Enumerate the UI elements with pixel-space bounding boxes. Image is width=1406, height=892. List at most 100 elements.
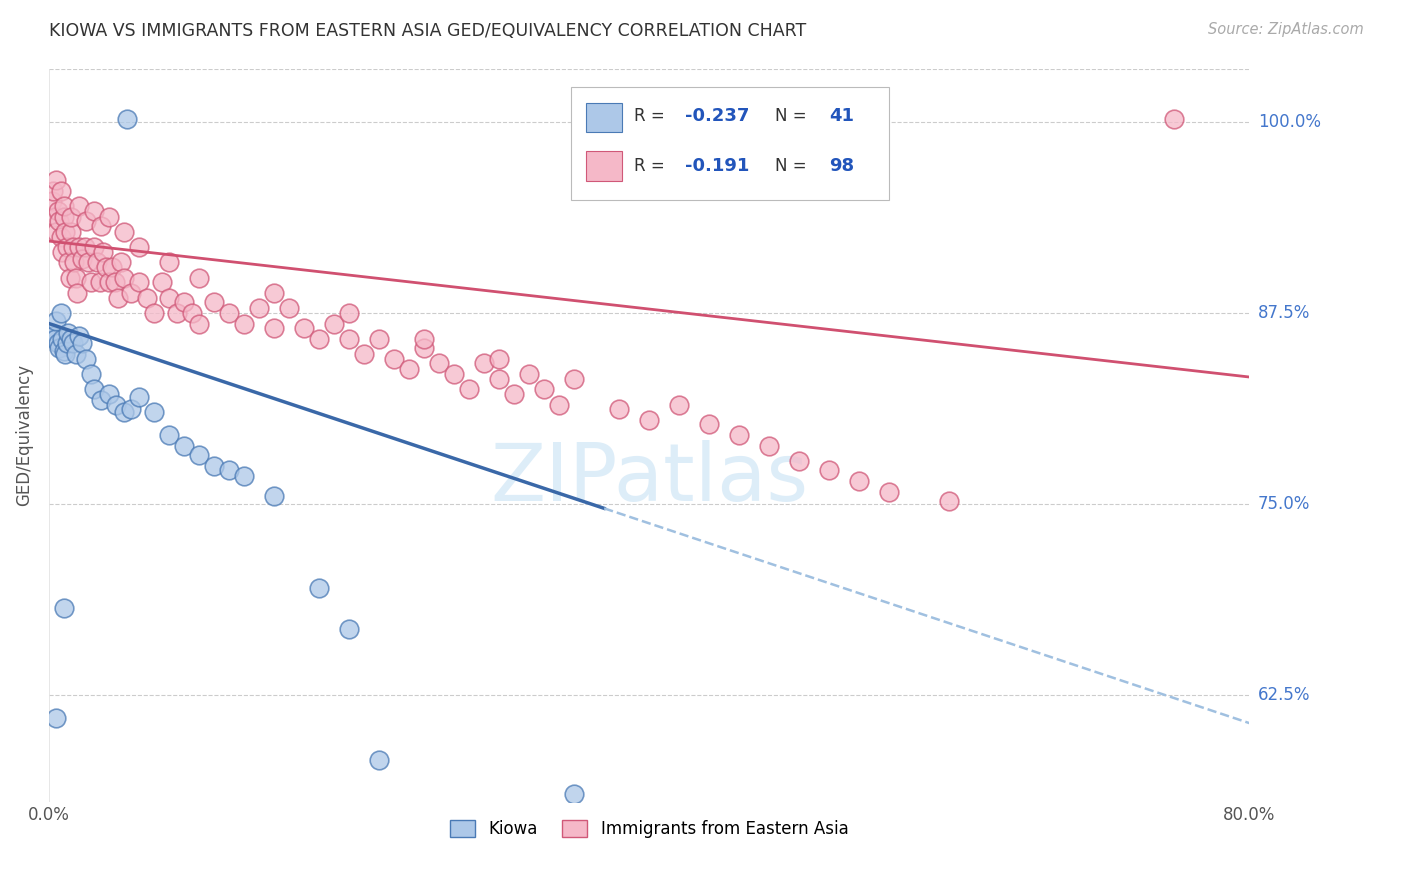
Point bbox=[51, 244, 73, 259]
Point bbox=[86, 255, 108, 269]
Text: Source: ZipAtlas.com: Source: ZipAtlas.com bbox=[1208, 22, 1364, 37]
Point bbox=[46, 336, 69, 351]
Point bbox=[308, 581, 330, 595]
Point bbox=[247, 301, 270, 316]
Point bbox=[787, 454, 810, 468]
Point bbox=[77, 255, 100, 269]
Point bbox=[458, 382, 481, 396]
Text: N =: N = bbox=[775, 107, 813, 125]
Point bbox=[427, 356, 450, 370]
Point bbox=[638, 413, 661, 427]
Point bbox=[76, 214, 98, 228]
Point bbox=[42, 328, 65, 343]
Point bbox=[562, 787, 585, 801]
Point bbox=[728, 428, 751, 442]
Point bbox=[143, 405, 166, 419]
Text: 75.0%: 75.0% bbox=[1258, 495, 1310, 513]
Point bbox=[368, 753, 391, 767]
Point bbox=[121, 402, 143, 417]
Point bbox=[48, 214, 70, 228]
Point bbox=[398, 362, 420, 376]
Point bbox=[98, 386, 121, 401]
Point bbox=[91, 244, 114, 259]
Point bbox=[53, 199, 76, 213]
Point bbox=[188, 270, 211, 285]
Point bbox=[49, 229, 72, 244]
Point bbox=[67, 240, 90, 254]
Point bbox=[41, 194, 63, 209]
Text: R =: R = bbox=[634, 107, 669, 125]
Point bbox=[112, 270, 135, 285]
Point bbox=[60, 225, 83, 239]
Point bbox=[121, 285, 143, 300]
Point bbox=[180, 306, 202, 320]
Point bbox=[368, 332, 391, 346]
Point bbox=[89, 276, 111, 290]
Text: 62.5%: 62.5% bbox=[1258, 686, 1310, 704]
Point bbox=[110, 255, 132, 269]
Point bbox=[128, 276, 150, 290]
Point bbox=[58, 326, 80, 340]
Point bbox=[44, 210, 66, 224]
Bar bbox=[585, 103, 621, 132]
Point bbox=[308, 332, 330, 346]
Point bbox=[83, 240, 105, 254]
Point bbox=[98, 210, 121, 224]
Point bbox=[48, 341, 70, 355]
Point bbox=[83, 203, 105, 218]
Point bbox=[59, 270, 82, 285]
Point bbox=[157, 291, 180, 305]
Point bbox=[66, 285, 89, 300]
Point bbox=[188, 317, 211, 331]
Point bbox=[128, 390, 150, 404]
Point bbox=[697, 417, 720, 432]
Point bbox=[607, 402, 630, 417]
Point bbox=[233, 317, 256, 331]
Point bbox=[202, 295, 225, 310]
Point bbox=[173, 295, 195, 310]
Text: 98: 98 bbox=[830, 157, 855, 175]
Point bbox=[62, 240, 84, 254]
Point bbox=[758, 439, 780, 453]
Point bbox=[53, 600, 76, 615]
Point bbox=[382, 351, 405, 366]
Point bbox=[98, 276, 121, 290]
Text: ZIPatlas: ZIPatlas bbox=[491, 440, 808, 518]
Point bbox=[80, 276, 103, 290]
Point bbox=[107, 291, 129, 305]
Point bbox=[337, 332, 360, 346]
Point bbox=[67, 199, 90, 213]
Point bbox=[173, 439, 195, 453]
Point bbox=[488, 371, 510, 385]
Point bbox=[533, 382, 555, 396]
Point bbox=[353, 347, 375, 361]
Point bbox=[45, 313, 67, 327]
Point bbox=[55, 225, 77, 239]
Point bbox=[55, 347, 77, 361]
Point bbox=[337, 306, 360, 320]
Y-axis label: GED/Equivalency: GED/Equivalency bbox=[15, 364, 32, 506]
Point bbox=[263, 321, 285, 335]
Point bbox=[143, 306, 166, 320]
Point bbox=[166, 306, 188, 320]
Point bbox=[517, 367, 540, 381]
Point bbox=[56, 240, 79, 254]
Point bbox=[53, 344, 76, 359]
Point bbox=[41, 326, 63, 340]
Point bbox=[323, 317, 346, 331]
Point bbox=[65, 270, 87, 285]
Point bbox=[60, 332, 83, 346]
Point bbox=[49, 184, 72, 198]
Point bbox=[104, 276, 127, 290]
Point bbox=[101, 260, 124, 274]
Point bbox=[70, 336, 93, 351]
Point bbox=[157, 428, 180, 442]
Point bbox=[105, 397, 128, 411]
Point bbox=[263, 285, 285, 300]
Point bbox=[80, 367, 103, 381]
Point bbox=[413, 341, 436, 355]
Point bbox=[115, 112, 138, 126]
Text: 41: 41 bbox=[830, 107, 855, 125]
Point bbox=[53, 210, 76, 224]
Point bbox=[233, 469, 256, 483]
